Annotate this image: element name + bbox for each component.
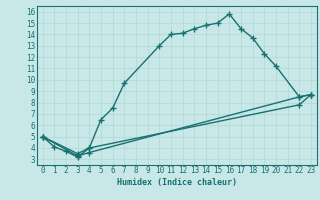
X-axis label: Humidex (Indice chaleur): Humidex (Indice chaleur) [117, 178, 237, 187]
